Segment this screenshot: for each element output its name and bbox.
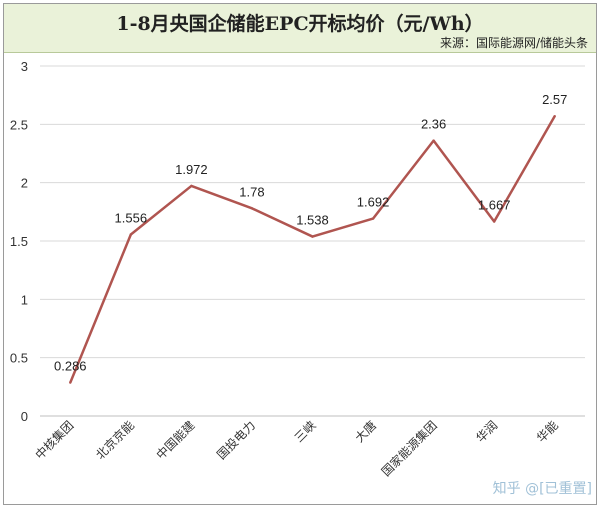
data-point (311, 235, 314, 238)
data-point (553, 114, 556, 118)
series-line (69, 115, 556, 384)
x-tick-label: 中国能建 (153, 418, 198, 463)
data-point (69, 381, 72, 384)
data-label: 1.692 (357, 195, 390, 210)
series-layer (69, 114, 556, 384)
chart-frame: 1-8月央国企储能EPC开标均价（元/Wh） 来源：国际能源网/储能头条 (3, 3, 597, 505)
data-label: 1.556 (115, 210, 148, 225)
y-tick-label: 2.5 (10, 117, 28, 132)
y-tick-label: 0.5 (10, 351, 28, 366)
data-label: 1.78 (239, 184, 264, 199)
x-tick-label: 国家能源集团 (378, 418, 440, 480)
data-point (129, 233, 133, 236)
y-tick-label: 3 (21, 59, 28, 74)
y-tick-label: 1.5 (10, 234, 28, 249)
x-tick-label: 北京京能 (93, 418, 137, 462)
data-point (190, 184, 193, 188)
data-point (432, 139, 435, 142)
chart-title: 1-8月央国企储能EPC开标均价（元/Wh） (116, 13, 484, 35)
watermark: 知乎 @[已重置] (493, 478, 592, 498)
data-point (492, 220, 496, 223)
data-label: 1.538 (296, 213, 329, 228)
x-tick-label: 国投电力 (214, 418, 259, 463)
watermark-text: 知乎 @[已重置] (492, 481, 592, 497)
header-band: 1-8月央国企储能EPC开标均价（元/Wh） 来源：国际能源网/储能头条 (4, 4, 596, 53)
x-tick-label: 中核集团 (32, 418, 77, 463)
data-point (250, 207, 254, 210)
y-tick-label: 2 (21, 176, 28, 191)
x-tick-label: 三峡 (292, 418, 319, 445)
data-label: 0.286 (54, 359, 87, 374)
y-tick-label: 0 (21, 409, 28, 424)
grid-layer (40, 65, 585, 417)
x-tick-label: 华润 (473, 418, 500, 445)
x-tick-label: 华能 (534, 418, 561, 445)
data-point (371, 217, 375, 220)
data-label: 2.36 (421, 117, 446, 132)
label-layer: 0.286 1.556 1.972 1.78 1.538 1.692 2.36 1.667 2.… (54, 92, 567, 373)
x-tick-label: 大唐 (352, 418, 380, 446)
data-label: 1.972 (175, 162, 208, 177)
y-tick-label: 1 (21, 292, 28, 307)
data-label: 1.667 (478, 198, 511, 213)
source-note: 来源：国际能源网/储能头条 (439, 36, 588, 50)
data-label: 2.57 (542, 92, 567, 107)
